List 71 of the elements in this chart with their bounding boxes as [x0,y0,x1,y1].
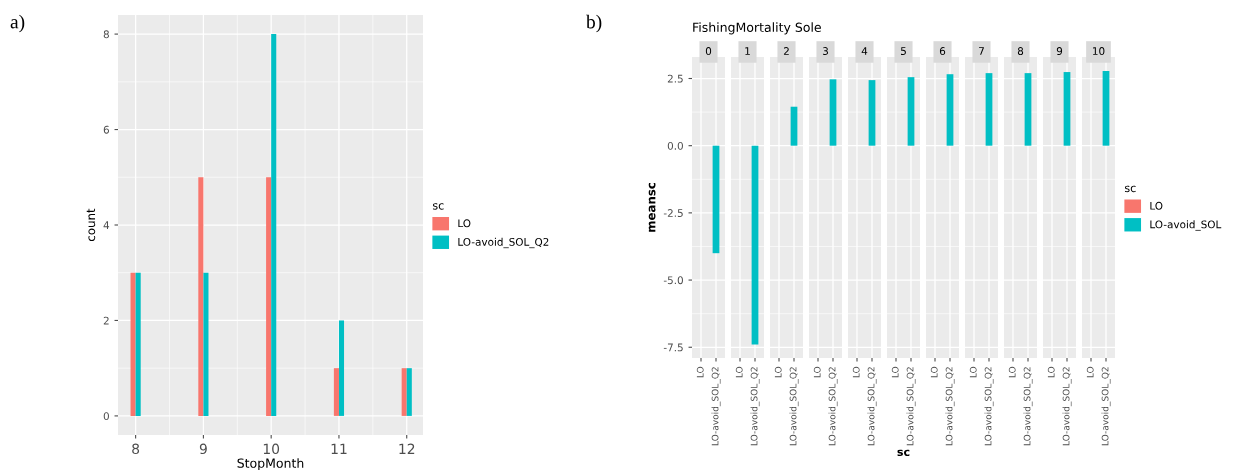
chart-subtitle: 3 [822,47,828,55]
y-tick-label: 4 [103,221,110,229]
y-tick-label: 6 [103,125,110,134]
legend-title: sc [1124,185,1136,193]
x-tick-label: 10 [263,443,280,455]
bar [333,368,339,416]
x-tick-label: LO [969,366,977,378]
y-tick-label: -5.0 [663,276,683,285]
y-tick-label: -7.5 [663,343,683,352]
x-tick-label: LO [735,366,743,378]
chart-subtitle: 5 [900,47,906,55]
text: a) [10,14,25,33]
y-tick-label: 0 [103,412,109,421]
x-tick-label: LO [891,366,899,378]
bar [406,368,412,416]
y-tick-label: 8 [103,30,109,39]
legend-title: sc [432,203,444,210]
bar [338,320,345,416]
x-tick-label: LO-avoid_SOL_Q2 [750,367,760,446]
x-tick-label: LO-avoid_SOL_Q2 [828,367,838,446]
x-tick-label: LO-avoid_SOL_Q2 [906,367,916,446]
chart-subtitle: 7 [979,47,984,55]
x-tick-label: LO-avoid_SOL_Q2 [711,367,721,446]
x-tick-label: LO-avoid_SOL_Q2 [1062,367,1072,446]
bar [266,177,272,416]
legend-label: LO [458,219,471,228]
x-tick-label: LO-avoid_SOL_Q2 [1101,367,1111,446]
chart-subtitle: 9 [1056,47,1063,55]
chart-subtitle: 6 [939,47,946,55]
x-tick-label: LO [813,366,821,378]
y-axis-title: meansc [648,182,656,232]
legend-label: LO [1150,201,1163,210]
x-tick-label: 12 [399,443,415,454]
bar [203,272,209,416]
y-tick-label: 0.0 [667,141,683,150]
bar [135,272,141,416]
x-tick-label: LO [930,366,938,378]
chart-subtitle: 1 [745,47,750,55]
x-tick-label: LO-avoid_SOL_Q2 [867,367,877,446]
x-tick-label: LO [852,366,860,378]
y-axis-title: count [86,208,96,241]
x-tick-label: LO-avoid_SOL_Q2 [1023,367,1033,446]
chart-subtitle: 0 [705,47,712,55]
x-axis-title: sc [897,449,910,457]
x-tick-label: 8 [132,443,140,455]
legend-label: LO-avoid_SOL_Q2 [458,237,549,249]
x-tick-label: 11 [331,443,347,454]
x-tick-label: LO [774,366,782,378]
y-tick-label: -2.5 [663,209,683,217]
chart-subtitle: 2 [783,47,789,55]
bar [130,272,136,416]
chart-subtitle: 4 [861,47,868,55]
x-tick-label: LO-avoid_SOL_Q2 [945,367,955,446]
bar [198,177,204,416]
x-tick-label: LO [1008,366,1016,378]
bar [271,34,277,416]
y-tick-label: 2 [103,316,109,325]
x-tick-label: LO [1086,366,1094,378]
x-axis-title: StopMonth [237,458,304,470]
x-tick-label: LO-avoid_SOL_Q2 [984,367,994,446]
x-tick-label: 9 [199,443,207,455]
text: b) [586,14,602,33]
bar [401,368,407,416]
y-tick-label: 2.5 [667,74,683,83]
text: FishingMortality Sole [693,22,821,35]
legend-label: LO-avoid_SOL [1150,220,1222,231]
chart-subtitle: 10 [1093,47,1105,55]
x-tick-label: LO-avoid_SOL_Q2 [789,367,799,446]
x-tick-label: LO [696,366,704,378]
chart-subtitle: 8 [1017,47,1024,55]
x-tick-label: LO [1047,366,1055,378]
